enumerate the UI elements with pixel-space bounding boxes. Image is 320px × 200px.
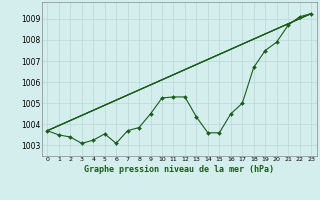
X-axis label: Graphe pression niveau de la mer (hPa): Graphe pression niveau de la mer (hPa) bbox=[84, 165, 274, 174]
